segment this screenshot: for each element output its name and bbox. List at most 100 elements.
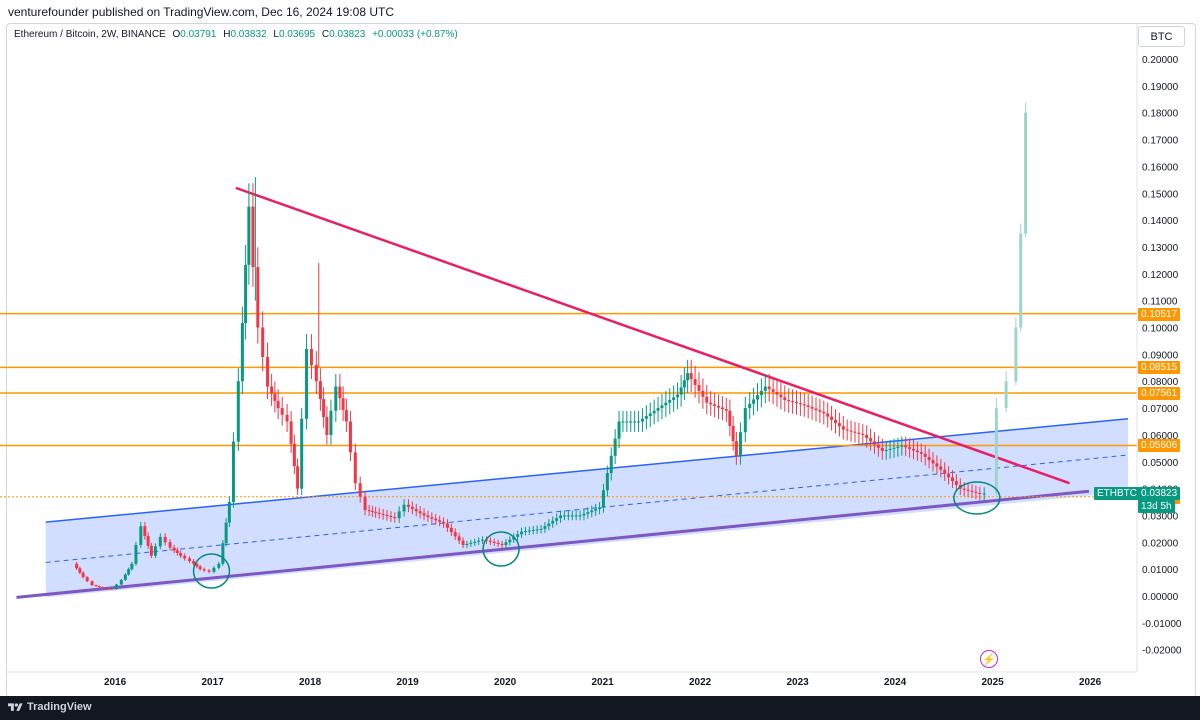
- y-tick-label: 0.01000: [1142, 565, 1179, 576]
- y-tick-label: 0.14000: [1142, 216, 1179, 227]
- candle-body: [806, 405, 810, 407]
- candle-body: [110, 588, 114, 590]
- candle-body: [338, 386, 342, 399]
- x-tick-label: 2026: [1079, 677, 1102, 688]
- level-price-label: 0.08515: [1138, 361, 1181, 375]
- candle-body: [779, 394, 783, 398]
- candle-body: [496, 542, 500, 544]
- change-value: +0.00033 (+0.87%): [372, 29, 458, 40]
- candle-body: [705, 396, 709, 403]
- candle-body: [500, 543, 504, 545]
- candle-body: [857, 432, 861, 434]
- candle-body: [130, 563, 134, 570]
- candle-body: [791, 401, 795, 403]
- candle-body: [512, 536, 516, 540]
- chart-frame[interactable]: [6, 23, 1196, 698]
- candle-body: [686, 373, 690, 381]
- candle-body: [305, 348, 309, 419]
- candle-body: [672, 397, 676, 400]
- y-tick-label: 0.13000: [1142, 243, 1179, 254]
- candle-body: [270, 386, 274, 394]
- y-tick-label: 0.18000: [1142, 109, 1179, 120]
- candle-body: [826, 413, 830, 417]
- candle-body: [888, 448, 892, 450]
- y-tick-label: 0.10000: [1142, 324, 1179, 335]
- y-tick-label: 0.03000: [1142, 511, 1179, 522]
- candle-body: [689, 373, 693, 380]
- candle-body: [644, 416, 648, 419]
- candle-body: [363, 496, 367, 511]
- candle-body: [325, 417, 329, 435]
- candle-body: [348, 421, 352, 453]
- countdown-label: 13d 5h: [1138, 500, 1175, 514]
- candle-body: [418, 511, 422, 514]
- candle-body: [756, 395, 759, 400]
- symbol-price-tag: ETHBTC: [1094, 487, 1140, 501]
- candle-body: [849, 430, 853, 432]
- candle-body: [153, 546, 157, 556]
- candle-body: [402, 504, 406, 512]
- close-value: 0.03823: [329, 29, 366, 40]
- candle-body: [244, 264, 248, 324]
- candle-body: [598, 507, 602, 510]
- y-tick-label: 0.06000: [1142, 431, 1179, 442]
- candle-body: [734, 441, 738, 457]
- candle-body: [370, 510, 374, 512]
- candle-body: [273, 393, 277, 401]
- x-tick-label: 2023: [787, 677, 810, 688]
- footer-brand: TradingView: [27, 701, 92, 713]
- candle-body: [775, 391, 779, 395]
- candle-body: [175, 550, 179, 554]
- publisher-bar: venturefounder published on TradingView.…: [0, 0, 1200, 24]
- candle-body: [256, 267, 260, 328]
- candle-body: [738, 432, 742, 457]
- candle-body: [923, 453, 927, 457]
- candle-body: [516, 534, 520, 537]
- candle-body: [555, 518, 559, 521]
- candle-body: [192, 561, 196, 564]
- candle-body: [908, 447, 912, 449]
- candle-body: [344, 409, 348, 422]
- candle-body: [477, 540, 481, 542]
- candle-body: [212, 567, 216, 572]
- candle-body: [266, 357, 270, 387]
- lightning-icon[interactable]: ⚡: [980, 650, 998, 668]
- candle-body: [285, 414, 289, 422]
- candle-body: [763, 386, 767, 391]
- candle-body: [101, 587, 105, 589]
- level-price-label: 0.07561: [1138, 386, 1181, 400]
- candle-body: [566, 515, 570, 517]
- candle-body: [389, 515, 393, 518]
- candle-body: [551, 520, 555, 524]
- candle-body: [149, 545, 153, 556]
- currency-button[interactable]: BTC: [1138, 26, 1185, 47]
- candle-body: [134, 544, 138, 564]
- y-tick-label: 0.19000: [1142, 82, 1179, 93]
- y-tick-label: 0.17000: [1142, 136, 1179, 147]
- y-tick-label: 0.09000: [1142, 350, 1179, 361]
- candle-body: [172, 547, 176, 551]
- candle-body: [410, 506, 414, 510]
- candle-body: [679, 387, 683, 395]
- candle-body: [385, 514, 389, 516]
- candle-body: [743, 408, 747, 433]
- candle-body: [163, 536, 167, 543]
- candle-body: [139, 526, 143, 545]
- candle-body: [393, 517, 397, 519]
- symbol-legend: Ethereum / Bitcoin, 2W, BINANCE O0.03791…: [14, 29, 458, 40]
- candle-body: [94, 585, 98, 587]
- candle-body: [701, 390, 705, 397]
- candle-body: [202, 569, 206, 571]
- candle-body: [465, 543, 469, 545]
- candle-body: [845, 429, 849, 431]
- candle-body: [728, 410, 732, 426]
- candle-body: [353, 452, 357, 484]
- channel-fill: [45, 418, 1128, 598]
- publisher-text: venturefounder published on TradingView.…: [8, 5, 395, 19]
- tradingview-logo-icon: [8, 703, 23, 711]
- candle-body: [822, 411, 826, 414]
- y-tick-label: 0.11000: [1142, 297, 1178, 308]
- candle-body: [207, 570, 211, 572]
- candle-body: [625, 421, 629, 423]
